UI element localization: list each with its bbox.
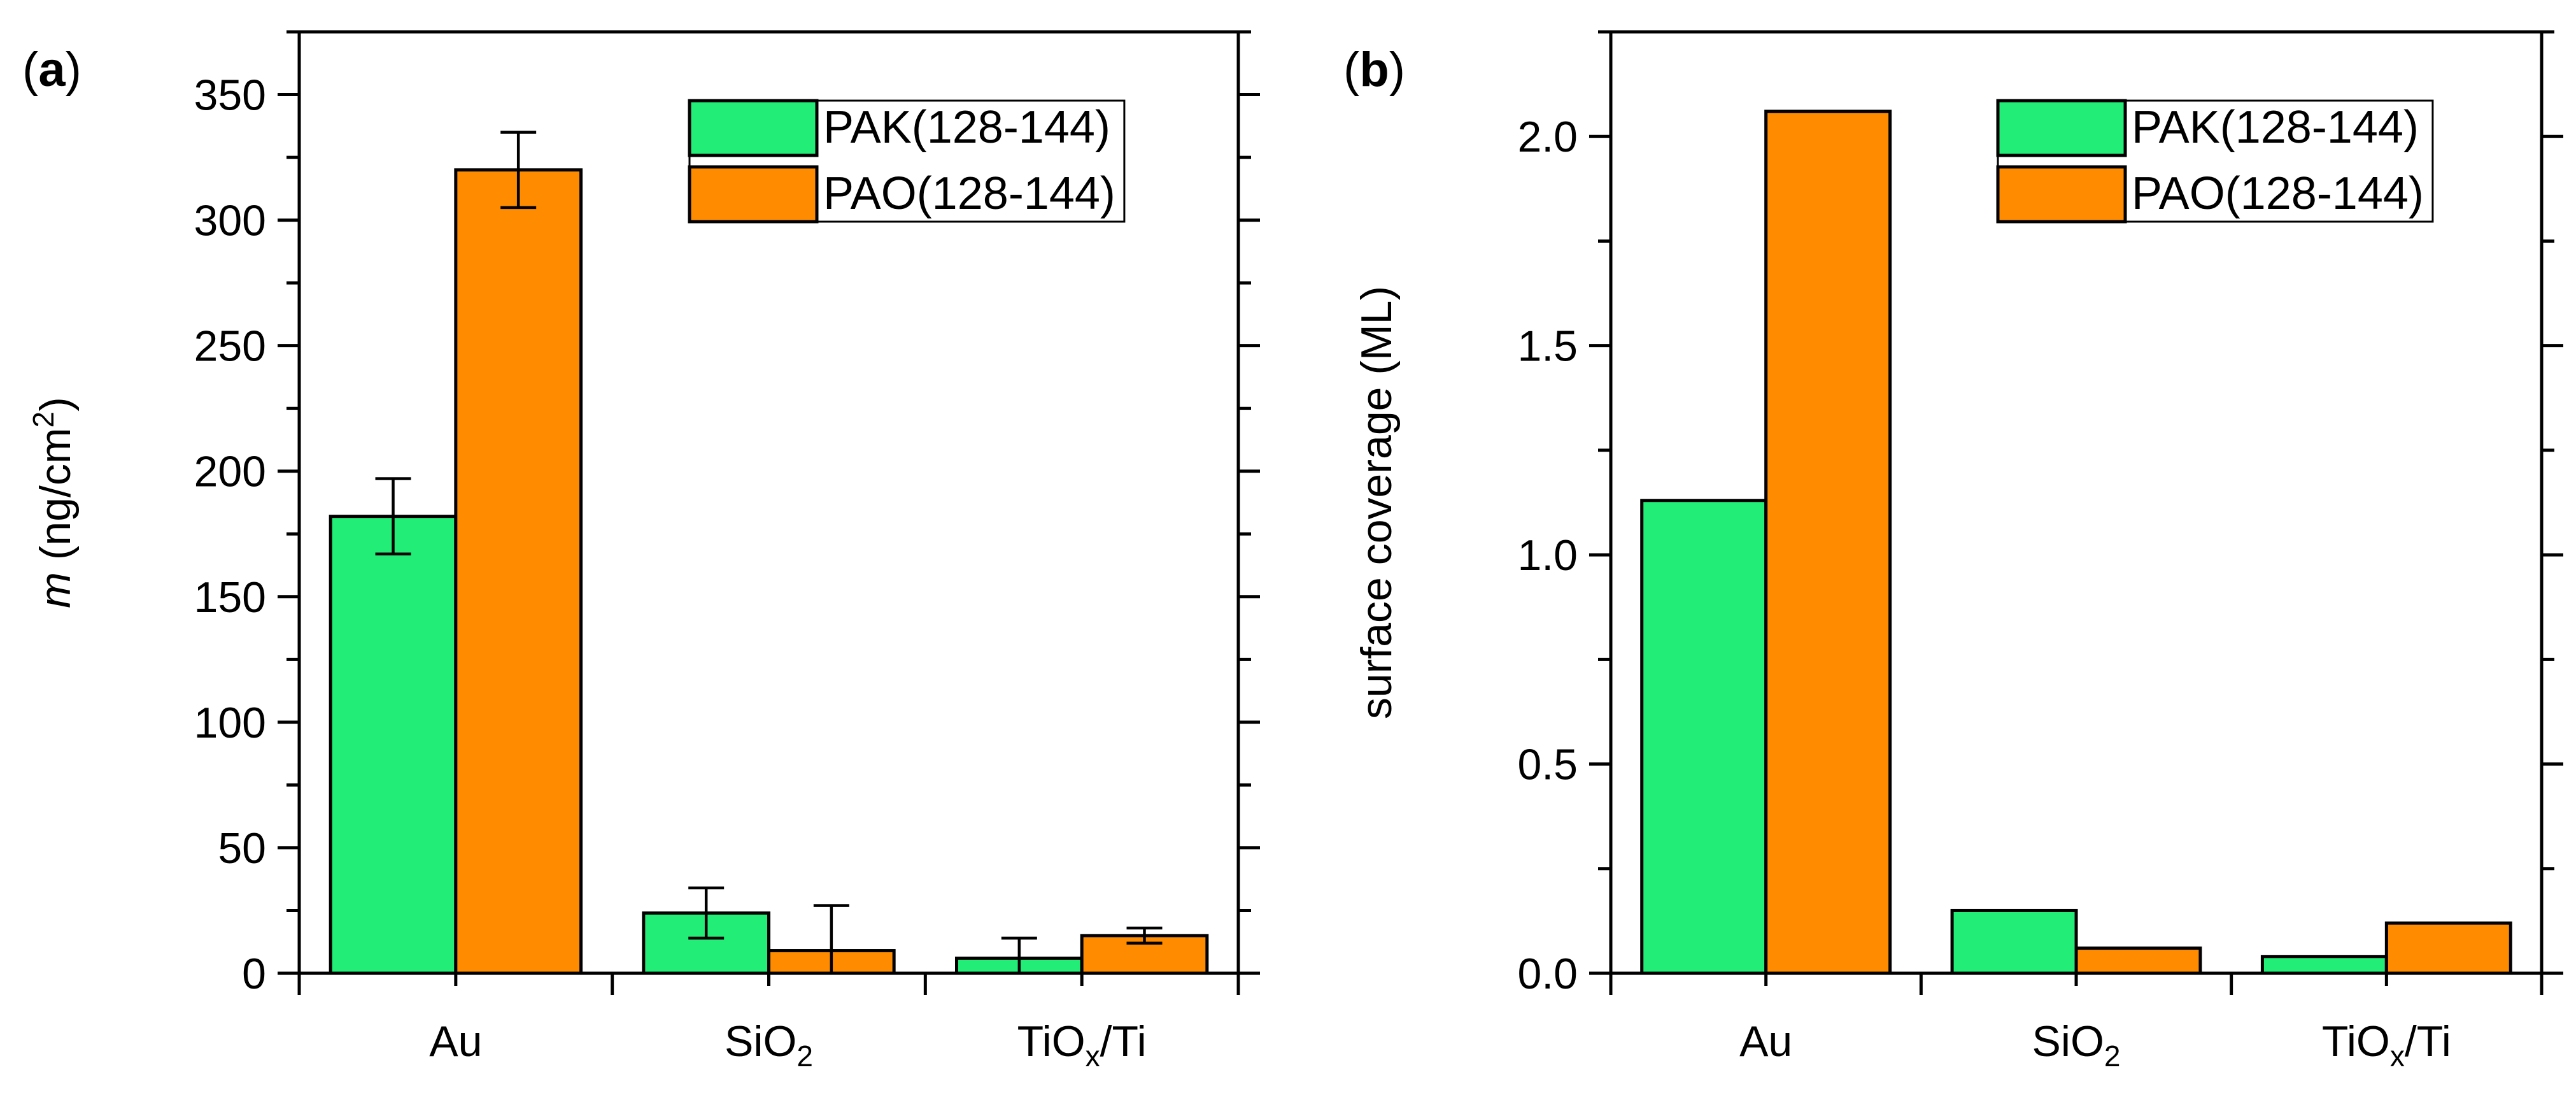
y-tick-label: 250 [194,322,266,371]
y-tick-label: 0.5 [1517,741,1578,789]
y-tick-label: 300 [194,197,266,245]
y-tick-label: 200 [194,448,266,496]
legend: PAK(128-144) PAO(128-144) [1996,99,2434,224]
panel-label: (b) [1343,43,1405,97]
x-tick-label-subscript: x [2390,1039,2405,1073]
x-tick-label-0: Au [429,1017,482,1066]
error-bar-pao-0 [500,131,537,210]
y-tick-label: 1.5 [1517,322,1578,371]
panel-label-close: ) [66,43,81,97]
bar-pao-2 [2384,921,2512,975]
x-tick-label-subscript: x [1086,1039,1100,1073]
x-tick-label-main: SiO [725,1017,796,1066]
y-tick-label: 350 [194,71,266,120]
y-tick-label: 100 [194,699,266,747]
y-axis-label: m (ng/cm2) [27,397,80,608]
x-tick-label-rest: /Ti [1100,1017,1147,1066]
x-tick-label-subscript: 2 [2104,1039,2121,1073]
x-tick-label-0: Au [1739,1017,1792,1066]
x-tick-label-2: TiOx/Ti [1017,1017,1147,1073]
y-axis-label-superscript: 2 [27,411,60,428]
panel-label-letter: b [1359,43,1389,97]
chart-panel-b: 0.0 0.5 1.0 1.5 2.0 Au SiO2 TiOx/Ti surface cove… [1343,30,2563,1073]
y-tick-label: 0 [242,950,266,998]
error-bar-pak-0 [375,477,411,556]
legend-label-pao: PAO(128-144) [823,168,1115,219]
y-axis-label-unit: (ng/cm [31,427,80,572]
x-tick-label-1: SiO2 [725,1017,813,1073]
y-tick-label: 2.0 [1517,113,1578,161]
bar-pao-0 [454,168,583,975]
y-axis-label-unit-end: ) [31,397,80,411]
x-tick-label-1: SiO2 [2032,1017,2121,1073]
bar-pak-0 [1640,499,1768,975]
x-tick-label-main: SiO [2032,1017,2104,1066]
bar-pao-1 [2074,947,2202,975]
bar-pak-0 [329,515,458,975]
y-tick-label: 1.0 [1517,531,1578,580]
y-tick-label: 150 [194,573,266,622]
panel-label-open: ( [22,43,38,97]
legend-border [688,99,1126,223]
legend-swatch-pak [1996,99,2127,157]
x-tick-label-rest: /Ti [2405,1017,2451,1066]
panel-label-close: ) [1389,43,1405,97]
y-axis-label: surface coverage (ML) [1352,286,1401,719]
legend-swatch-pao [1996,165,2127,224]
legend-border [1997,99,2434,223]
panel-label-letter: a [38,43,66,97]
legend-swatch-pak [688,99,819,157]
legend: PAK(128-144) PAO(128-144) [688,99,1126,224]
legend-label-pak: PAK(128-144) [823,102,1110,153]
y-tick-label: 50 [218,824,266,873]
error-bar-pak-1 [688,886,725,940]
y-axis-label-symbol: m [31,572,80,608]
panel-label-open: ( [1343,43,1359,97]
legend-label-pao: PAO(128-144) [2132,168,2424,219]
panel-label: (a) [22,43,81,97]
x-tick-label-main: TiO [2322,1017,2390,1066]
x-tick-label-main: Au [1739,1017,1792,1066]
bar-pak-2 [2260,955,2388,975]
x-tick-label-subscript: 2 [796,1039,813,1073]
error-bar-pao-2 [1126,926,1163,945]
bar-pak-1 [1950,908,2078,975]
legend-swatch-pao [688,165,819,224]
legend-label-pak: PAK(128-144) [2132,102,2419,153]
x-tick-label-main: TiO [1017,1017,1086,1066]
bar-pao-0 [1764,110,1892,975]
y-tick-label: 0.0 [1517,950,1578,998]
x-tick-label-2: TiOx/Ti [2322,1017,2451,1073]
x-tick-label-main: Au [429,1017,482,1066]
